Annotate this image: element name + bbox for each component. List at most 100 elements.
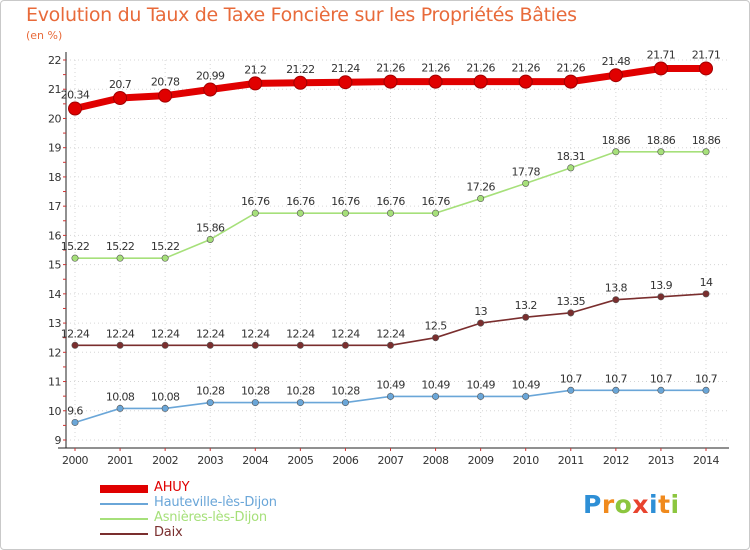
- legend-swatch: [100, 485, 148, 493]
- data-point: [657, 293, 665, 301]
- data-label: 10.08: [106, 390, 135, 403]
- data-label: 15.22: [61, 240, 90, 253]
- data-label: 18.86: [647, 134, 676, 147]
- legend-label: Asnières-lès-Dijon: [154, 510, 267, 525]
- data-point: [699, 61, 713, 76]
- x-tick-label: 2007: [378, 454, 404, 467]
- logo-letter: t: [658, 490, 671, 519]
- data-point: [612, 296, 620, 304]
- data-point: [116, 341, 124, 349]
- data-point: [158, 88, 173, 103]
- chart-title: Evolution du Taux de Taxe Foncière sur l…: [26, 4, 577, 26]
- data-label: 10.7: [560, 372, 583, 385]
- data-point: [161, 404, 169, 412]
- logo-letter: i: [649, 490, 659, 519]
- data-label: 10.7: [605, 372, 628, 385]
- data-label: 21.26: [421, 62, 450, 75]
- x-tick-label: 2008: [423, 454, 449, 467]
- x-tick-label: 2012: [603, 454, 629, 467]
- data-label: 10.49: [376, 378, 405, 391]
- data-point: [296, 209, 304, 217]
- data-label: 12.24: [151, 327, 180, 340]
- data-label: 16.76: [376, 195, 405, 208]
- data-label: 20.78: [151, 76, 180, 89]
- data-label: 10.7: [650, 372, 673, 385]
- data-point: [341, 209, 349, 217]
- data-point: [68, 101, 82, 116]
- data-label: 12.24: [376, 327, 405, 340]
- data-point: [248, 76, 263, 91]
- data-point: [338, 75, 353, 90]
- data-point: [341, 399, 349, 407]
- data-point: [702, 290, 710, 298]
- data-label: 10.28: [241, 385, 270, 398]
- y-tick-label: 14: [48, 288, 61, 301]
- data-point: [116, 404, 124, 412]
- data-point: [608, 68, 623, 83]
- logo-letter: i: [670, 490, 680, 519]
- data-point: [206, 341, 214, 349]
- data-label: 21.22: [286, 63, 315, 76]
- data-point: [518, 74, 533, 89]
- y-tick-label: 20: [48, 112, 61, 125]
- data-point: [71, 254, 79, 262]
- y-tick-label: 13: [48, 317, 61, 330]
- line-chart: 9 10 11 12 13 14 15 16 17 18 19 20 21 22 2000 2001 2002 2…: [48, 48, 729, 467]
- data-label: 21.2: [244, 63, 266, 76]
- data-point: [116, 254, 124, 262]
- x-tick-label: 2013: [648, 454, 674, 467]
- legend-swatch: [100, 503, 148, 505]
- data-label: 10.28: [286, 385, 315, 398]
- data-point: [161, 254, 169, 262]
- data-label: 21.48: [602, 55, 631, 68]
- data-point: [567, 309, 575, 317]
- data-point: [473, 74, 488, 89]
- y-tick-label: 9: [55, 434, 62, 447]
- data-label: 10.7: [695, 372, 718, 385]
- data-label: 16.76: [331, 195, 360, 208]
- data-point: [206, 399, 214, 407]
- data-label: 18.86: [692, 134, 721, 147]
- data-label: 12.24: [106, 327, 135, 340]
- logo-letter: r: [601, 490, 615, 519]
- data-label: 18.86: [602, 134, 631, 147]
- data-point: [432, 209, 440, 217]
- y-tick-label: 11: [48, 376, 61, 389]
- data-label: 12.24: [286, 327, 315, 340]
- data-label: 12.24: [196, 327, 225, 340]
- x-tick-label: 2005: [287, 454, 313, 467]
- data-label: 12.24: [241, 327, 270, 340]
- data-point: [567, 164, 575, 172]
- y-tick-label: 10: [48, 405, 61, 418]
- data-point: [386, 209, 394, 217]
- data-point: [203, 82, 218, 97]
- data-label: 15.22: [151, 240, 180, 253]
- data-label: 21.71: [647, 48, 676, 61]
- data-label: 13: [474, 305, 487, 318]
- data-point: [612, 148, 620, 156]
- data-point: [477, 195, 485, 203]
- data-label: 20.34: [61, 89, 90, 102]
- data-point: [383, 74, 398, 89]
- y-tick-label: 22: [48, 54, 61, 67]
- data-label: 13.35: [557, 295, 586, 308]
- brand-logo: Proxiti: [583, 490, 680, 519]
- x-tick-label: 2014: [693, 454, 719, 467]
- data-point: [653, 61, 668, 76]
- y-tick-label: 17: [48, 200, 61, 213]
- legend-swatch: [100, 518, 148, 520]
- y-tick-label: 15: [48, 259, 61, 272]
- data-point: [522, 392, 530, 400]
- x-tick-label: 2011: [558, 454, 584, 467]
- data-label: 12.5: [425, 320, 448, 333]
- logo-letter: x: [632, 490, 649, 519]
- logo-letter: P: [583, 490, 602, 519]
- data-label: 21.26: [511, 62, 540, 75]
- data-point: [296, 399, 304, 407]
- data-point: [251, 341, 259, 349]
- y-tick-label: 12: [48, 346, 61, 359]
- data-label: 16.76: [286, 195, 315, 208]
- data-point: [657, 386, 665, 394]
- y-tick-label: 16: [48, 229, 61, 242]
- data-label: 21.26: [557, 62, 586, 75]
